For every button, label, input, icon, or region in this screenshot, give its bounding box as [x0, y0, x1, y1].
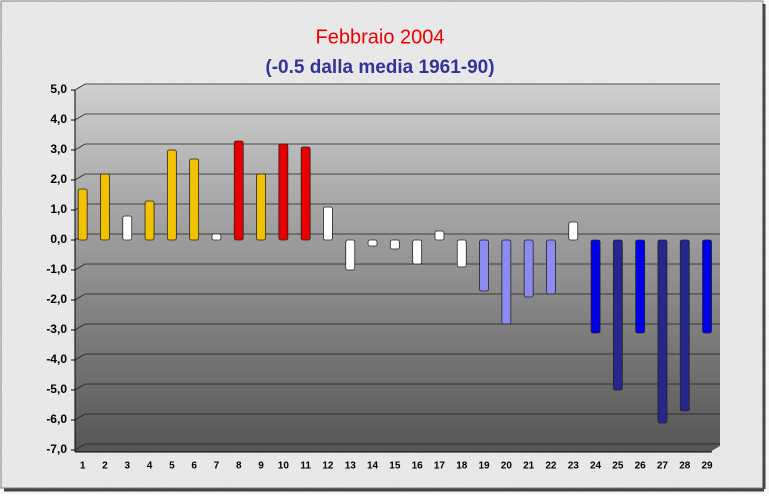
x-tick-label: 9 [258, 461, 264, 472]
y-tick-label: 1,0 [50, 202, 67, 216]
grid-line [74, 383, 720, 391]
grid-line [74, 413, 720, 421]
x-tick-label: 7 [214, 461, 220, 472]
x-tick-label: 5 [169, 461, 175, 472]
grid-line [74, 113, 720, 121]
y-tick-label: -3,0 [46, 322, 67, 336]
grid-line [74, 443, 720, 451]
y-tick-label: 4,0 [50, 112, 67, 126]
bar [77, 188, 88, 241]
y-tick-label: 3,0 [50, 142, 67, 156]
bar [523, 239, 534, 298]
y-tick-label: 2,0 [50, 172, 67, 186]
chart-subtitle: (-0.5 dalla media 1961-90) [265, 57, 494, 78]
grid-line [74, 83, 720, 91]
bar [323, 206, 333, 241]
y-tick-label: -1,0 [46, 262, 67, 276]
x-tick-label: 18 [456, 461, 468, 472]
x-tick-label: 20 [501, 461, 513, 472]
grid-line [74, 143, 720, 151]
y-tick-label: 5,0 [50, 82, 67, 96]
bar [657, 239, 668, 424]
bar [434, 230, 445, 241]
x-tick-label: 1 [80, 461, 86, 472]
y-tick-label: -7,0 [46, 442, 67, 456]
bar [189, 158, 200, 241]
bar [679, 239, 690, 412]
x-tick-label: 10 [278, 461, 290, 472]
x-tick-label: 23 [568, 461, 580, 472]
x-tick-label: 26 [635, 461, 647, 472]
bar [389, 239, 400, 250]
bar [501, 239, 512, 325]
bar [546, 239, 556, 295]
grid-line [74, 353, 720, 361]
x-tick-label: 4 [147, 461, 153, 472]
x-tick-label: 17 [434, 461, 446, 472]
bar [479, 239, 489, 292]
bar [612, 239, 623, 391]
x-tick-label: 29 [701, 461, 713, 472]
bar [568, 221, 579, 241]
bar [300, 146, 311, 241]
x-tick-label: 12 [322, 461, 334, 472]
x-tick-label: 14 [367, 461, 379, 472]
x-tick-label: 16 [412, 461, 424, 472]
y-tick-label: 0,0 [50, 232, 67, 246]
y-tick-label: -2,0 [46, 292, 67, 306]
x-tick-label: 21 [523, 461, 535, 472]
x-tick-label: 11 [300, 461, 311, 472]
chart-title: Febbraio 2004 [316, 26, 445, 48]
x-tick-label: 13 [345, 461, 357, 472]
x-tick-label: 22 [545, 461, 557, 472]
x-tick-label: 3 [124, 461, 130, 472]
plot-wall [75, 84, 720, 452]
bar [412, 239, 423, 265]
x-tick-label: 19 [478, 461, 490, 472]
bar [256, 173, 266, 241]
bar [635, 239, 646, 334]
x-tick-label: 6 [191, 461, 197, 472]
x-tick-label: 15 [389, 461, 401, 472]
y-tick-label: -6,0 [46, 412, 67, 426]
x-tick-label: 24 [590, 461, 602, 472]
bar [122, 215, 133, 241]
bar [100, 173, 110, 241]
y-tick-label: -5,0 [46, 382, 67, 396]
x-tick-label: 28 [679, 461, 691, 472]
x-tick-label: 25 [612, 461, 624, 472]
bar [144, 200, 155, 241]
bar [166, 149, 177, 241]
bar [278, 143, 289, 241]
grid-line [74, 173, 720, 181]
bar [345, 239, 356, 271]
bar [233, 140, 244, 241]
bar [702, 239, 712, 334]
x-tick-label: 8 [236, 461, 242, 472]
y-tick-label: -4,0 [46, 352, 67, 366]
bar [367, 239, 378, 247]
bar [211, 233, 222, 241]
bar [456, 239, 467, 268]
x-tick-label: 27 [657, 461, 669, 472]
x-tick-label: 2 [102, 461, 108, 472]
bar [590, 239, 601, 334]
